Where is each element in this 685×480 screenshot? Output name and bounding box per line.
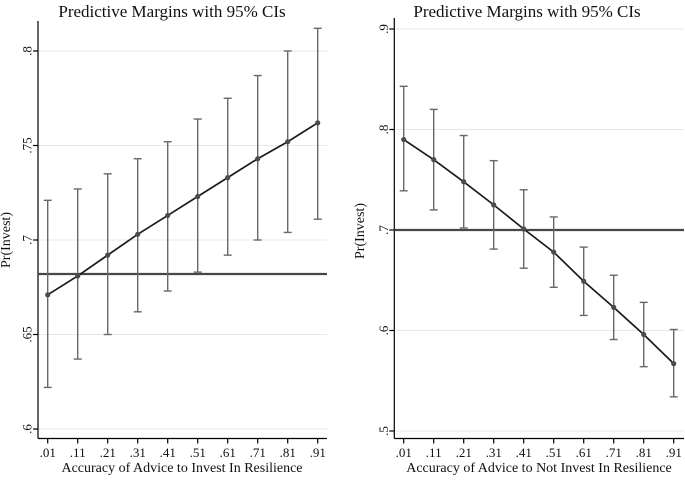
- data-point: [521, 226, 527, 232]
- x-tick-label: .11: [70, 445, 86, 460]
- data-point: [671, 361, 677, 367]
- x-tick-label: .21: [456, 445, 472, 460]
- x-tick-label: .61: [576, 445, 592, 460]
- data-point: [491, 202, 497, 208]
- y-tick-label: .8: [20, 46, 35, 56]
- left-y-axis-label: Pr(Invest): [0, 212, 14, 268]
- y-tick-label: .7: [376, 225, 391, 235]
- x-tick-label: .81: [636, 445, 652, 460]
- right-chart-title: Predictive Margins with 95% CIs: [413, 2, 640, 21]
- data-point: [401, 136, 407, 143]
- right-x-axis-label: Accuracy of Advice to Not Invest In Resi…: [406, 461, 672, 476]
- right-chart: .5 .6 .7 .8 .9 .01 .11 .21 .31 .41 .51 .61 .71 .81 .91: [376, 18, 684, 460]
- data-point: [165, 212, 171, 219]
- x-tick-label: .41: [516, 445, 532, 460]
- data-point: [75, 273, 81, 279]
- x-tick-label: .31: [486, 445, 502, 460]
- series-line: [403, 138, 675, 365]
- x-tick-label: .61: [220, 445, 236, 460]
- x-tick-label: .11: [426, 445, 442, 460]
- plot-layers: .6 .65 .7 .75 .8 .01 .11 .21 .31 .41 .51 .61 .71 .81.…: [20, 18, 684, 460]
- data-point: [225, 175, 231, 181]
- data-point: [105, 252, 111, 258]
- x-tick-label: .01: [40, 445, 56, 460]
- x-tick-label: .91: [310, 445, 326, 460]
- y-tick-label: .6: [376, 325, 391, 335]
- y-tick-label: .8: [376, 125, 391, 135]
- x-tick-label: .91: [666, 445, 682, 460]
- data-point: [195, 193, 201, 200]
- y-tick-label: .65: [20, 326, 35, 342]
- data-point: [641, 331, 647, 338]
- data-point: [135, 231, 141, 237]
- data-point: [461, 179, 467, 185]
- x-tick-label: .71: [250, 445, 266, 460]
- y-tick-label: .75: [20, 137, 35, 153]
- x-tick-label: .51: [190, 445, 206, 460]
- y-tick-label: .5: [376, 426, 391, 436]
- y-tick-label: .9: [376, 24, 391, 34]
- x-tick-label: .81: [280, 445, 296, 460]
- x-tick-label: .41: [160, 445, 176, 460]
- left-x-axis-label: Accuracy of Advice to Invest In Resilien…: [61, 461, 302, 476]
- data-point: [315, 120, 321, 126]
- data-point: [611, 304, 617, 310]
- data-point: [581, 278, 587, 284]
- data-point: [285, 139, 291, 145]
- data-point: [551, 249, 557, 255]
- x-tick-label: .71: [606, 445, 622, 460]
- x-tick-label: .31: [130, 445, 146, 460]
- right-y-axis-label: Pr(Invest): [353, 203, 368, 259]
- x-tick-label: .51: [546, 445, 562, 460]
- series-line: [47, 122, 319, 296]
- data-point: [431, 157, 437, 163]
- y-tick-label: .7: [20, 235, 35, 245]
- data-point: [255, 156, 261, 162]
- x-tick-label: .01: [396, 445, 412, 460]
- y-tick-label: .6: [20, 424, 35, 434]
- x-tick-label: .21: [100, 445, 116, 460]
- data-point: [45, 292, 51, 298]
- left-chart-title: Predictive Margins with 95% CIs: [58, 2, 285, 21]
- left-chart: .6 .65 .7 .75 .8 .01 .11 .21 .31 .41 .51 .61 .71 .81.…: [20, 21, 327, 460]
